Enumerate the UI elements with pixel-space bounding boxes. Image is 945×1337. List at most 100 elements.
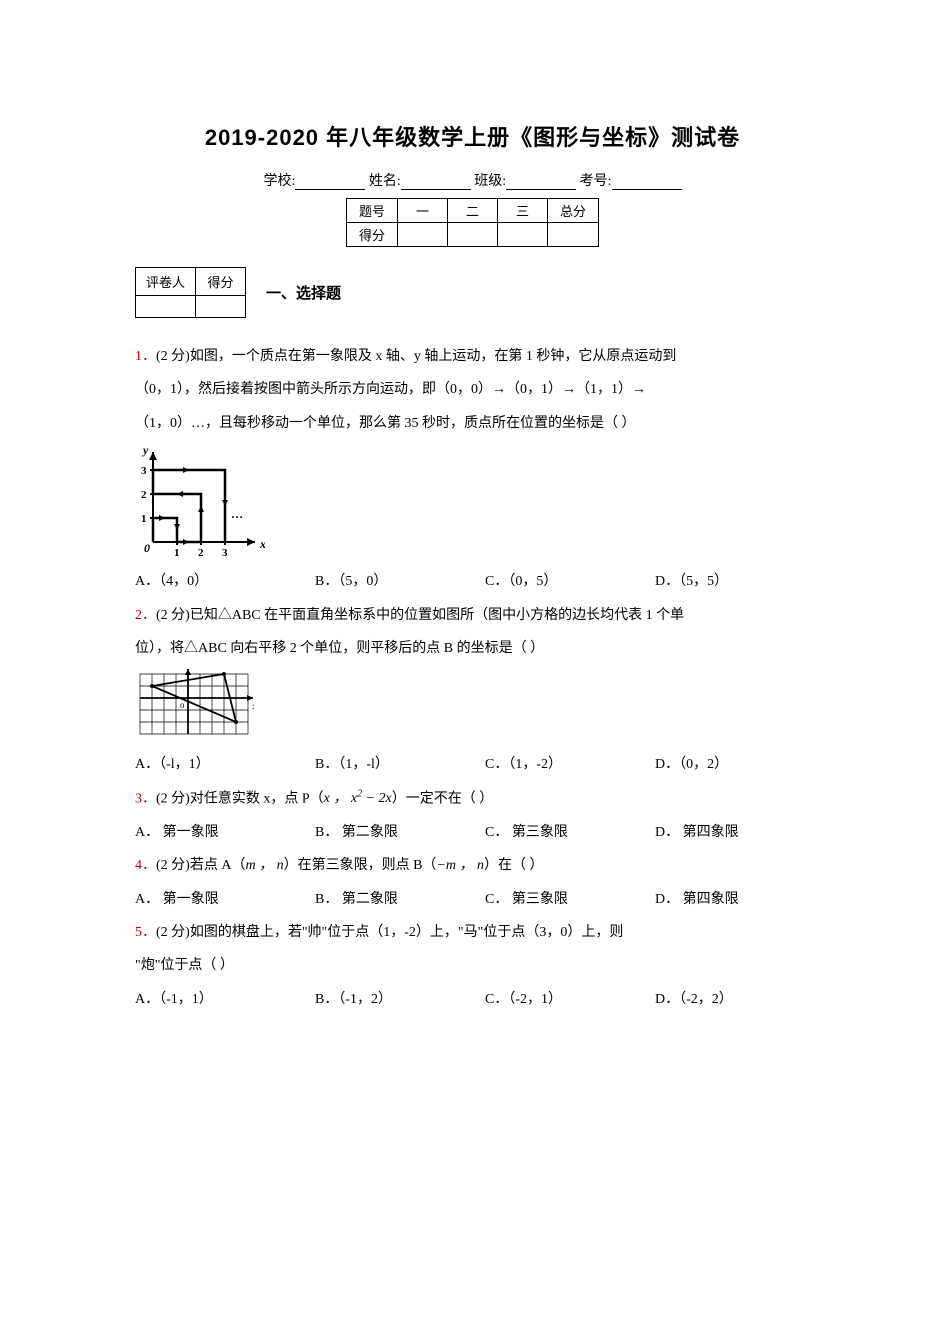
q3-opt-d[interactable]: D． 第四象限 bbox=[655, 818, 805, 847]
name-label: 姓名: bbox=[369, 174, 401, 189]
dots-label: … bbox=[231, 507, 243, 521]
score-cell[interactable] bbox=[548, 223, 599, 247]
examno-blank[interactable] bbox=[612, 174, 682, 190]
grader-score-label: 得分 bbox=[196, 268, 246, 296]
name-blank[interactable] bbox=[401, 174, 471, 190]
grid-x-dot: : bbox=[252, 701, 255, 711]
score-header-2: 二 bbox=[448, 199, 498, 223]
y-tick-3: 3 bbox=[141, 465, 147, 477]
q3-options: A． 第一象限 B． 第二象限 C． 第三象限 D． 第四象限 bbox=[135, 818, 810, 847]
q5-opt-a[interactable]: A．（-1，1） bbox=[135, 985, 315, 1014]
y-tick-2: 2 bbox=[141, 489, 147, 501]
q1-number: 1． bbox=[135, 349, 156, 364]
score-header-0: 题号 bbox=[346, 199, 397, 223]
grader-cell[interactable] bbox=[196, 296, 246, 318]
q2-grid-diagram: o : bbox=[135, 669, 255, 739]
q3-number: 3． bbox=[135, 791, 156, 806]
q3-opt-a[interactable]: A． 第一象限 bbox=[135, 818, 315, 847]
exam-title: 2019-2020 年八年级数学上册《图形与坐标》测试卷 bbox=[135, 120, 810, 152]
q2-opt-a[interactable]: A．（-l，1） bbox=[135, 750, 315, 779]
q2-opt-d[interactable]: D．（0，2） bbox=[655, 750, 805, 779]
question-4: 4．(2 分)若点 A（m ， n）在第三象限，则点 B（−m ， n）在（ ） bbox=[135, 851, 810, 880]
q2-line2: 位），将△ABC 向右平移 2 个单位，则平移后的点 B 的坐标是（ ） bbox=[135, 634, 810, 663]
section-1-label: 一、选择题 bbox=[266, 282, 341, 303]
q1-text-line1: 如图，一个质点在第一象限及 x 轴、y 轴上运动，在第 1 秒钟，它从原点运动到 bbox=[190, 349, 677, 364]
question-2: 2．(2 分)已知△ABC 在平面直角坐标系中的位置如图所（图中小方格的边长均代… bbox=[135, 601, 810, 630]
student-info-line: 学校: 姓名: 班级: 考号: bbox=[135, 170, 810, 190]
score-label: 得分 bbox=[346, 223, 397, 247]
x-tick-1: 1 bbox=[174, 547, 180, 556]
x-tick-2: 2 bbox=[198, 547, 204, 556]
x-tick-3: 3 bbox=[222, 547, 228, 556]
q4-opt-d[interactable]: D． 第四象限 bbox=[655, 885, 805, 914]
q5-opt-b[interactable]: B．（-1，2） bbox=[315, 985, 485, 1014]
q4-text-mid: ）在第三象限，则点 B（ bbox=[284, 858, 437, 873]
grader-table: 评卷人 得分 bbox=[135, 267, 246, 318]
origin-label: 0 bbox=[144, 541, 150, 555]
q5-opt-d[interactable]: D．（-2，2） bbox=[655, 985, 805, 1014]
question-3: 3．(2 分)对任意实数 x，点 P（x ， x2 − 2x）一定不在（ ） bbox=[135, 784, 810, 814]
q1-opt-d[interactable]: D．（5，5） bbox=[655, 567, 805, 596]
q3-opt-c[interactable]: C． 第三象限 bbox=[485, 818, 655, 847]
score-cell[interactable] bbox=[498, 223, 548, 247]
q4-opt-b[interactable]: B． 第二象限 bbox=[315, 885, 485, 914]
school-label: 学校: bbox=[263, 174, 295, 189]
q4-opt-a[interactable]: A． 第一象限 bbox=[135, 885, 315, 914]
class-label: 班级: bbox=[474, 174, 506, 189]
q5-opt-c[interactable]: C．（-2，1） bbox=[485, 985, 655, 1014]
q1-line2: （0，1），然后接着按图中箭头所示方向运动，即（0，0）→（0，1）→（1，1）… bbox=[135, 375, 810, 404]
q5-options: A．（-1，1） B．（-1，2） C．（-2，1） D．（-2，2） bbox=[135, 985, 810, 1014]
grader-label: 评卷人 bbox=[136, 268, 196, 296]
q4-math2: −m ， n bbox=[436, 858, 484, 873]
score-cell[interactable] bbox=[398, 223, 448, 247]
page-content: 2019-2020 年八年级数学上册《图形与坐标》测试卷 学校: 姓名: 班级:… bbox=[0, 0, 945, 1014]
score-table: 题号 一 二 三 总分 得分 bbox=[346, 198, 599, 247]
q1-options: A．（4，0） B．（5，0） C．（0，5） D．（5，5） bbox=[135, 567, 810, 596]
examno-label: 考号: bbox=[580, 174, 612, 189]
q1-opt-b[interactable]: B．（5，0） bbox=[315, 567, 485, 596]
q3-points: (2 分) bbox=[156, 791, 190, 806]
q3-math: x ， x2 − 2x bbox=[324, 791, 392, 806]
q1-figure: 0 x y 1 2 3 1 2 3 … bbox=[135, 444, 810, 561]
q1-opt-c[interactable]: C．（0，5） bbox=[485, 567, 655, 596]
q5-text-line1: 如图的棋盘上，若"帅"位于点（1，-2）上，"马"位于点（3，0）上，则 bbox=[190, 925, 624, 940]
q4-points: (2 分) bbox=[156, 858, 190, 873]
q2-text-line1: 已知△ABC 在平面直角坐标系中的位置如图所（图中小方格的边长均代表 1 个单 bbox=[190, 608, 684, 623]
score-header-3: 三 bbox=[498, 199, 548, 223]
q4-text-end: ）在（ ） bbox=[484, 858, 544, 873]
q3-opt-b[interactable]: B． 第二象限 bbox=[315, 818, 485, 847]
question-5: 5．(2 分)如图的棋盘上，若"帅"位于点（1，-2）上，"马"位于点（3，0）… bbox=[135, 918, 810, 947]
y-tick-1: 1 bbox=[141, 513, 147, 525]
grader-cell[interactable] bbox=[136, 296, 196, 318]
q4-text: 若点 A（ bbox=[190, 858, 246, 873]
grid-origin: o bbox=[180, 700, 185, 710]
q3-text: 对任意实数 x，点 P（ bbox=[190, 791, 324, 806]
question-1: 1．(2 分)如图，一个质点在第一象限及 x 轴、y 轴上运动，在第 1 秒钟，… bbox=[135, 342, 810, 371]
q2-number: 2． bbox=[135, 608, 156, 623]
table-row: 评卷人 得分 bbox=[136, 268, 246, 296]
q1-line3: （1，0）…，且每秒移动一个单位，那么第 35 秒时，质点所在位置的坐标是（ ） bbox=[135, 409, 810, 438]
q5-points: (2 分) bbox=[156, 925, 190, 940]
score-cell[interactable] bbox=[448, 223, 498, 247]
q2-opt-c[interactable]: C．（1，-2） bbox=[485, 750, 655, 779]
q1-opt-a[interactable]: A．（4，0） bbox=[135, 567, 315, 596]
school-blank[interactable] bbox=[295, 174, 365, 190]
table-row bbox=[136, 296, 246, 318]
class-blank[interactable] bbox=[506, 174, 576, 190]
q4-options: A． 第一象限 B． 第二象限 C． 第三象限 D． 第四象限 bbox=[135, 885, 810, 914]
x-axis-label: x bbox=[259, 537, 265, 551]
q4-number: 4． bbox=[135, 858, 156, 873]
q5-line2: "炮"位于点（ ） bbox=[135, 951, 810, 980]
q1-coordinate-diagram: 0 x y 1 2 3 1 2 3 … bbox=[135, 444, 265, 556]
table-row: 题号 一 二 三 总分 bbox=[346, 199, 598, 223]
score-header-4: 总分 bbox=[548, 199, 599, 223]
q2-points: (2 分) bbox=[156, 608, 190, 623]
q2-figure: o : bbox=[135, 669, 810, 744]
grader-section: 评卷人 得分 一、选择题 bbox=[135, 267, 810, 318]
q5-number: 5． bbox=[135, 925, 156, 940]
q2-options: A．（-l，1） B．（1，-l） C．（1，-2） D．（0，2） bbox=[135, 750, 810, 779]
q1-points: (2 分) bbox=[156, 349, 190, 364]
q2-opt-b[interactable]: B．（1，-l） bbox=[315, 750, 485, 779]
q4-opt-c[interactable]: C． 第三象限 bbox=[485, 885, 655, 914]
score-header-1: 一 bbox=[398, 199, 448, 223]
